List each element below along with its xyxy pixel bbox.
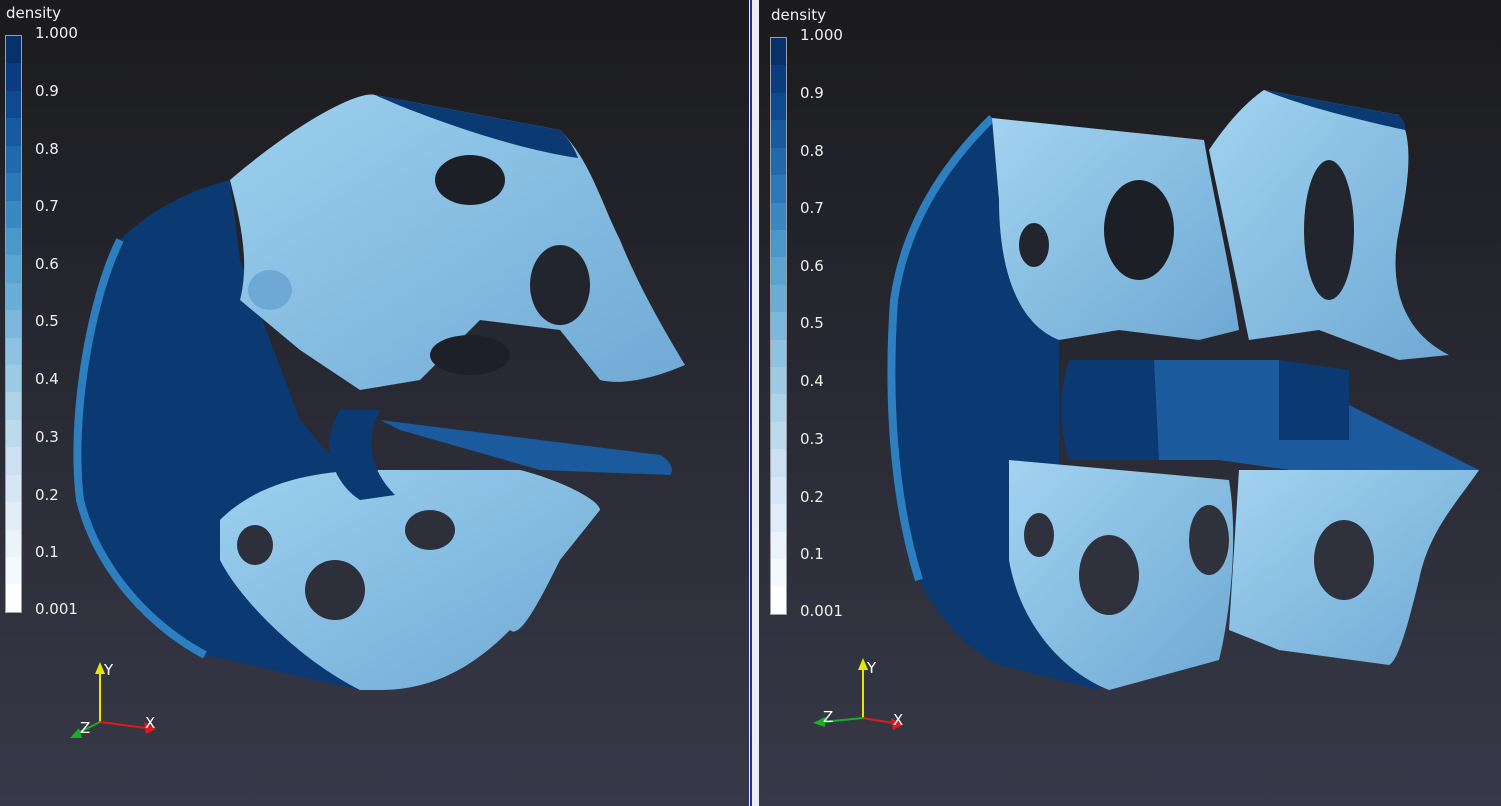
colorbar-step [771,257,786,285]
axis-x-label: X [893,711,903,729]
density-mesh-left: Y X Z [70,94,685,738]
render-view-right[interactable]: Y X Z density 1.000 0.9 0.8 0.7 0.6 0.5 … [759,0,1501,806]
view-splitter[interactable] [749,0,759,806]
colorbar-title: density [6,4,61,22]
colorbar-step [6,529,21,558]
colorbar-step [771,559,786,587]
colorbar-tick: 0.8 [35,140,59,158]
colorbar-step [771,531,786,560]
colorbar-tick: 0.7 [800,199,824,217]
colorbar-step [6,145,21,174]
colorbar-step [771,175,786,203]
colorbar-step [6,310,21,338]
axis-y-label: Y [866,659,877,677]
colorbar-step [6,255,21,283]
colorbar-step [771,65,786,93]
colorbar-tick: 0.7 [35,197,59,215]
colorbar-step [771,449,786,477]
colorbar-title: density [771,6,826,24]
colorbar-step [6,173,21,201]
colorbar-step [6,447,21,475]
colorbar-step [6,502,21,530]
density-colorbar [5,35,22,613]
colorbar-step [771,284,786,313]
colorbar-step [771,421,786,450]
colorbar-tick: 0.1 [800,545,824,563]
colorbar-tick: 0.5 [35,312,59,330]
colorbar-tick: 0.3 [800,430,824,448]
axis-x-label: X [145,714,155,732]
colorbar-tick: 0.4 [35,370,59,388]
colorbar-step [771,312,786,340]
colorbar-step [6,227,21,256]
colorbar-tick: 0.9 [800,84,824,102]
colorbar-step [771,92,786,121]
colorbar-step [771,147,786,176]
colorbar-tick: 0.3 [35,428,59,446]
axis-y-label: Y [103,661,114,679]
colorbar-step [771,38,786,66]
colorbar-tick: 1.000 [35,24,78,42]
colorbar-step [6,118,21,146]
colorbar-step [6,337,21,366]
colorbar-tick: 0.8 [800,142,824,160]
colorbar-step [6,474,21,503]
colorbar-tick: 0.001 [35,600,78,618]
colorbar-tick: 0.6 [35,255,59,273]
render-view-left[interactable]: Y X Z density 1.000 0.9 0.8 0.7 0.6 0.5 … [0,0,749,806]
colorbar-tick: 0.4 [800,372,824,390]
colorbar-step [771,394,786,422]
colorbar-step [771,586,786,614]
colorbar-step [771,476,786,505]
colorbar-tick: 0.2 [35,486,59,504]
colorbar-step [6,36,21,64]
colorbar-step [771,202,786,230]
colorbar-step [6,365,21,393]
colorbar-step [771,367,786,395]
colorbar-step [6,90,21,119]
colorbar-tick: 0.6 [800,257,824,275]
colorbar-tick: 0.1 [35,543,59,561]
colorbar-step [6,282,21,311]
orientation-axes-right: Y X Z [813,658,903,730]
orientation-axes-left: Y X Z [70,661,156,738]
colorbar-tick: 0.9 [35,82,59,100]
colorbar-step [771,120,786,148]
colorbar-step [771,339,786,368]
colorbar-step [6,392,21,420]
colorbar-tick: 0.001 [800,602,843,620]
colorbar-step [6,63,21,91]
colorbar-step [771,229,786,258]
colorbar-step [6,200,21,228]
colorbar-step [6,419,21,448]
colorbar-tick: 1.000 [800,26,843,44]
colorbar-step [771,504,786,532]
axis-z-label: Z [80,719,90,737]
axis-z-label: Z [823,708,833,726]
density-colorbar [770,37,787,615]
colorbar-step [6,557,21,585]
colorbar-tick: 0.5 [800,314,824,332]
colorbar-tick: 0.2 [800,488,824,506]
density-mesh-right: Y X Z [813,90,1479,730]
colorbar-step [6,584,21,612]
